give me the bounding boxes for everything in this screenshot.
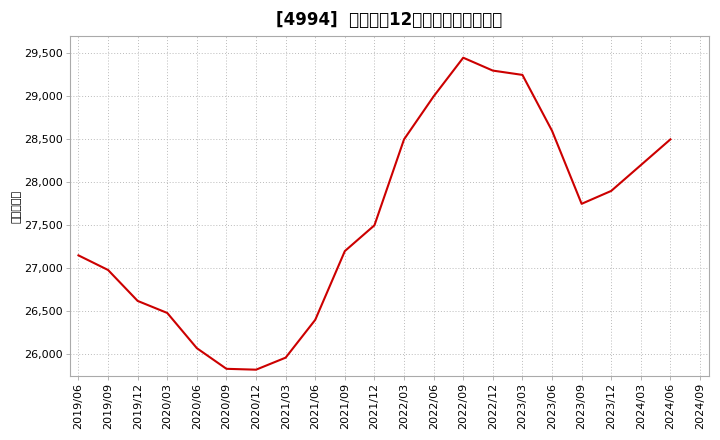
Title: [4994]  売上高の12か月移動合計の推移: [4994] 売上高の12か月移動合計の推移 [276,11,503,29]
Y-axis label: （百万円）: （百万円） [11,189,21,223]
